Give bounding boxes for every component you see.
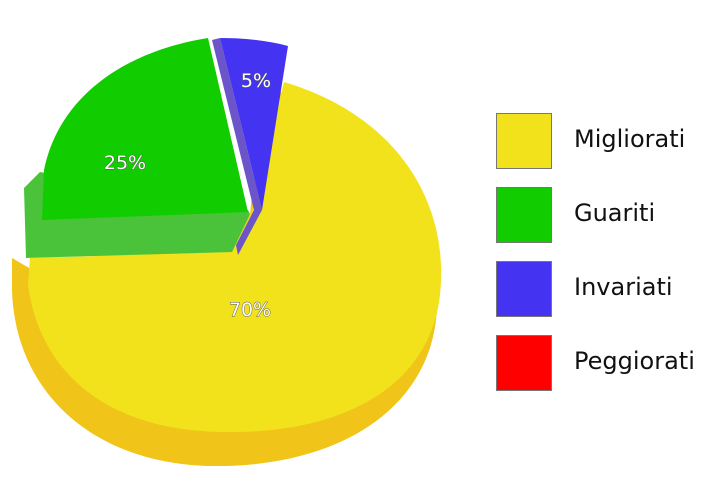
legend-swatch-invariati — [496, 261, 552, 317]
legend-label-invariati: Invariati — [574, 273, 673, 301]
legend-item-migliorati: Migliorati — [496, 113, 723, 172]
pie-chart: 70% 25% 5% — [12, 38, 442, 467]
legend-swatch-migliorati — [496, 113, 552, 169]
data-label-guariti: 25% — [104, 152, 146, 174]
legend-swatch-peggiorati — [496, 335, 552, 391]
pie-slice-guariti — [42, 38, 248, 220]
legend-item-invariati: Invariati — [496, 261, 723, 320]
data-label-invariati: 5% — [241, 70, 271, 92]
data-label-migliorati: 70% — [229, 299, 271, 321]
legend-item-peggiorati: Peggiorati — [496, 335, 723, 394]
pie-slice-migliorati — [28, 82, 442, 433]
legend-label-migliorati: Migliorati — [574, 125, 686, 153]
legend-label-guariti: Guariti — [574, 199, 656, 227]
pie-slice-invariati — [220, 38, 288, 210]
pie-slice-invariati-side — [212, 38, 262, 255]
legend-item-guariti: Guariti — [496, 187, 723, 246]
legend: Migliorati Guariti Invariati Peggiorati — [496, 113, 723, 409]
legend-swatch-guariti — [496, 187, 552, 243]
legend-label-peggiorati: Peggiorati — [574, 347, 695, 375]
